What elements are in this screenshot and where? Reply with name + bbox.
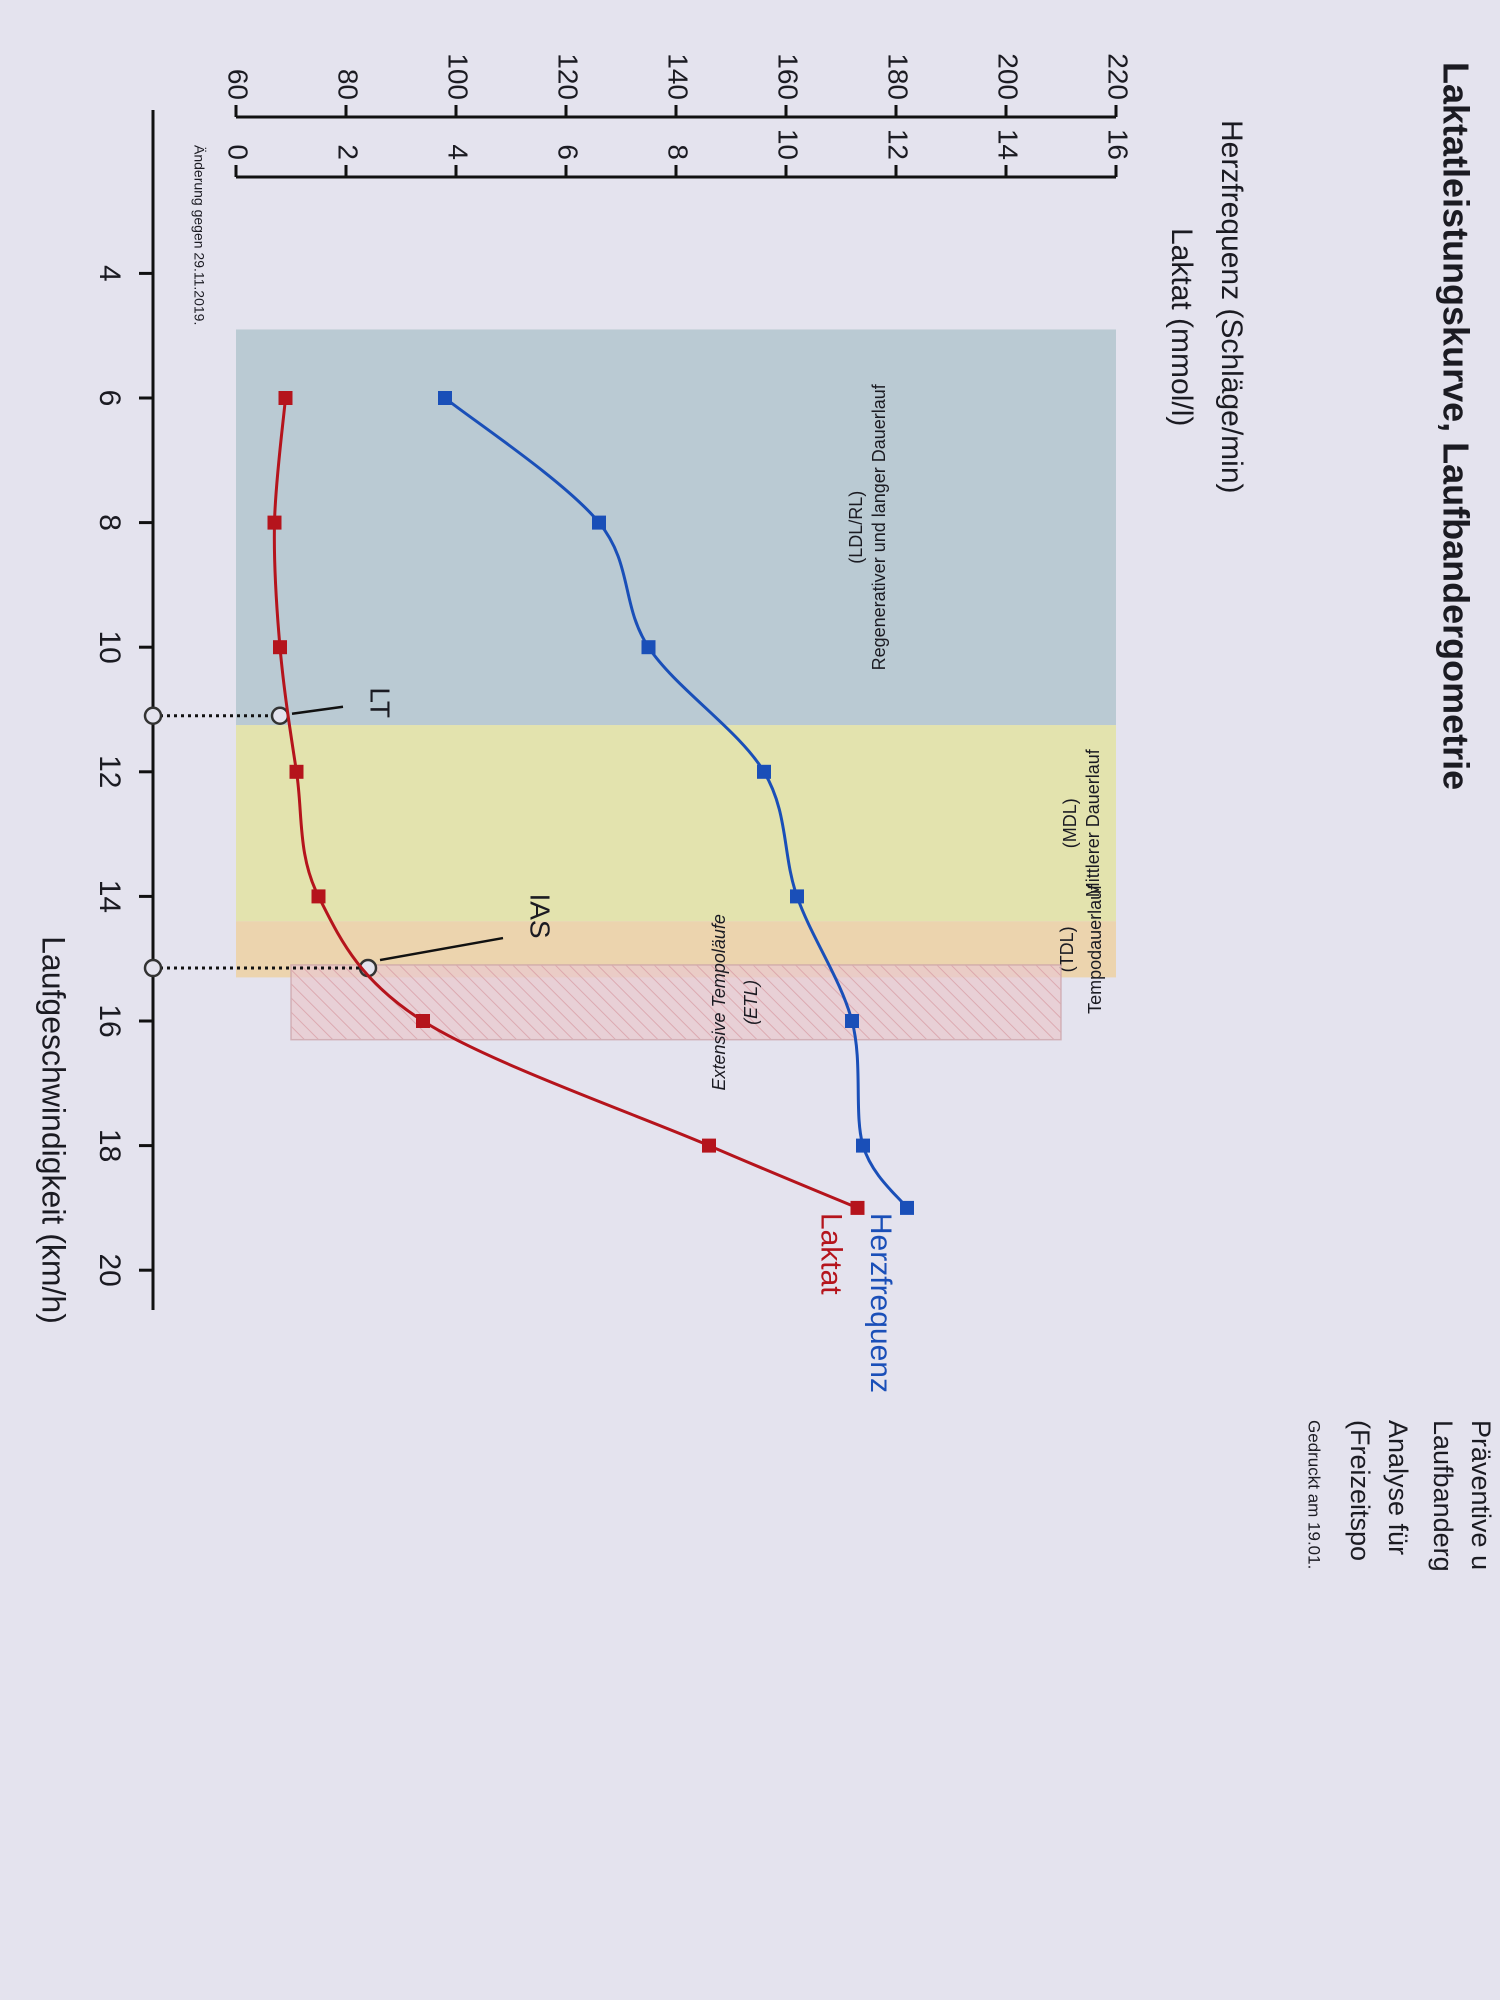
zone-label: Regenerativer und langer Dauerlauf [869, 383, 889, 670]
data-point [438, 391, 452, 405]
data-point [267, 515, 282, 530]
zone [236, 921, 1116, 978]
zone [236, 725, 1116, 922]
data-point [416, 1014, 430, 1028]
y2-tick-label: 80 [333, 69, 364, 100]
side-text: Analyse für [1383, 1420, 1413, 1555]
y2-tick-label: 120 [553, 53, 584, 100]
x-tick-label: 4 [93, 265, 126, 282]
zone-hatch [290, 964, 1062, 1041]
zone-label: Extensive Tempoläufe [709, 914, 729, 1090]
threshold-label: LT [365, 687, 396, 718]
series-line [272, 397, 859, 1210]
data-point [641, 640, 656, 655]
x-tick-label: 18 [93, 1129, 126, 1162]
y2-tick-label: 140 [663, 53, 694, 100]
x-tick-label: 20 [93, 1254, 126, 1287]
rotated-sheet: Laktatleistungskurve, Laufbandergometrie… [36, 53, 1496, 1571]
x-axis-title: Laufgeschwindigkeit (km/h) [36, 936, 72, 1324]
y2-tick-label: 180 [883, 53, 914, 100]
x-tick-label: 8 [93, 514, 126, 531]
data-point [900, 1200, 914, 1215]
legend-label: Laktat [815, 1213, 848, 1295]
data-point [702, 1138, 716, 1153]
side-text: (Freizeitspo [1345, 1420, 1375, 1561]
data-point [273, 640, 287, 655]
data-point [850, 1200, 865, 1215]
zone-abbr: (ETL) [741, 980, 761, 1025]
data-point [757, 764, 771, 779]
x-tick-label: 12 [93, 755, 126, 788]
y-tick-label: 10 [773, 129, 804, 160]
threshold-axis-marker [143, 706, 163, 725]
side-text: Präventive u [1466, 1420, 1496, 1570]
y-tick-label: 4 [443, 144, 474, 160]
threshold-label: IAS [525, 893, 556, 938]
note: Änderung gegen 29.11.2019. [191, 145, 207, 325]
threshold-point [270, 706, 290, 725]
data-point [845, 1014, 859, 1028]
zone-abbr: (MDL) [1060, 798, 1080, 848]
zone-label: Tempodauerlauf [1085, 884, 1105, 1014]
side-text: Laufbanderg [1428, 1420, 1458, 1572]
y-tick-label: 16 [1103, 129, 1134, 160]
y2-tick-label: 200 [993, 53, 1024, 100]
data-point [856, 1138, 870, 1153]
data-point [289, 764, 304, 779]
y-tick-label: 8 [663, 144, 694, 160]
y-tick-label: 0 [223, 144, 254, 160]
x-tick-label: 6 [93, 390, 126, 407]
y-axis-title: Laktat (mmol/l) [1165, 228, 1198, 426]
y-tick-label: 2 [333, 144, 364, 160]
zone [236, 329, 1116, 726]
zone-abbr: (LDL/RL) [846, 491, 866, 564]
y2-tick-label: 220 [1103, 53, 1134, 100]
side-text: Gedruckt am 19.01. [1305, 1420, 1324, 1569]
y-tick-label: 12 [883, 129, 914, 160]
data-point [592, 515, 606, 530]
y2-tick-label: 160 [773, 53, 804, 100]
x-tick-label: 14 [93, 880, 126, 913]
x-tick-label: 10 [93, 631, 126, 664]
y-tick-label: 6 [553, 144, 584, 160]
data-point [311, 889, 326, 904]
zone-label: Mittlerer Dauerlauf [1083, 748, 1103, 897]
y2-axis-title: Herzfrequenz (Schläge/min) [1215, 120, 1248, 494]
threshold-leader [291, 705, 344, 715]
threshold-leader [379, 936, 504, 962]
data-point [790, 889, 804, 904]
zone-abbr: (TDL) [1057, 926, 1077, 972]
y2-tick-label: 100 [443, 53, 474, 100]
chart-title: Laktatleistungskurve, Laufbandergometrie [1435, 62, 1476, 790]
y-tick-label: 14 [993, 129, 1024, 160]
legend-label: Herzfrequenz [864, 1213, 897, 1393]
x-tick-label: 16 [93, 1004, 126, 1037]
y2-tick-label: 60 [223, 69, 254, 100]
threshold-axis-marker [143, 958, 163, 978]
data-point [278, 391, 293, 405]
